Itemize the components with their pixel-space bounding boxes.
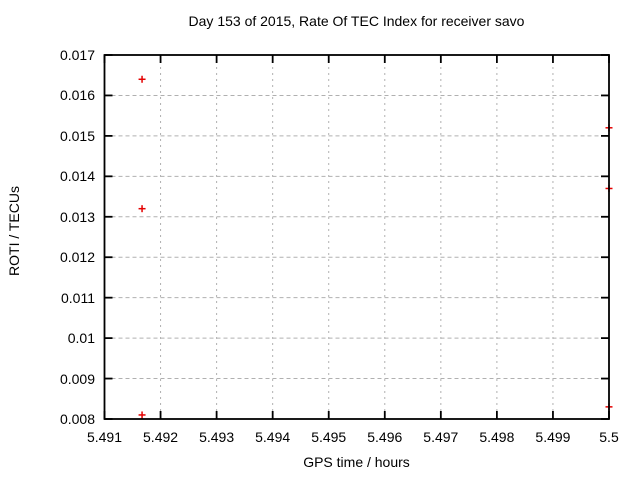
x-tick-label: 5.498 <box>479 429 515 445</box>
x-tick-label: 5.493 <box>199 429 235 445</box>
y-tick-label: 0.015 <box>59 127 95 144</box>
x-tick-label: 5.496 <box>367 429 403 445</box>
y-tick-label: 0.013 <box>59 208 95 225</box>
y-tick-label: 0.014 <box>59 168 95 185</box>
x-tick-label: 5.5 <box>599 429 619 445</box>
x-tick-label: 5.495 <box>311 429 347 445</box>
y-tick-label: 0.016 <box>59 87 95 104</box>
x-tick-label: 5.494 <box>255 429 291 445</box>
y-tick-label: 0.01 <box>67 330 95 347</box>
y-tick-label: 0.009 <box>59 370 95 387</box>
x-tick-label: 5.499 <box>535 429 571 445</box>
x-tick-label: 5.492 <box>143 429 179 445</box>
y-tick-label: 0.017 <box>59 47 95 63</box>
y-tick-label: 0.011 <box>61 289 95 306</box>
plot-border <box>103 54 610 420</box>
x-tick-label: 5.491 <box>86 429 123 445</box>
x-tick-label: 5.497 <box>423 429 459 445</box>
x-axis-label: GPS time / hours <box>303 454 410 470</box>
y-tick-label: 0.008 <box>59 411 95 427</box>
chart-title: Day 153 of 2015, Rate Of TEC Index for r… <box>188 13 525 29</box>
y-tick-label: 0.012 <box>59 249 95 266</box>
